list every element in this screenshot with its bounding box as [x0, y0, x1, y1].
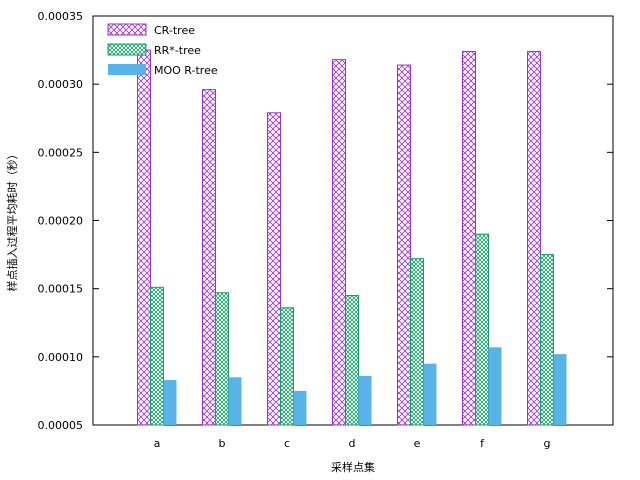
- legend-swatch: [107, 43, 147, 56]
- x-tick-label: f: [480, 437, 485, 450]
- y-tick-label: 0.00005: [38, 419, 84, 432]
- bar-moo-r-tree-c: [293, 390, 307, 425]
- bar-cr-tree-f: [462, 50, 476, 426]
- legend-label: RR*-tree: [154, 44, 201, 57]
- bars: [137, 49, 567, 426]
- y-tick-label: 0.00015: [38, 283, 84, 296]
- bar-cr-tree-g: [527, 50, 541, 426]
- bar-cr-tree-b: [202, 89, 216, 426]
- legend-swatch: [107, 23, 147, 36]
- bar-moo-r-tree-b: [228, 377, 242, 425]
- bar-cr-tree-e: [397, 64, 411, 426]
- y-tick-label: 0.00035: [38, 10, 84, 23]
- y-tick-label: 0.00010: [38, 351, 84, 364]
- bar-cr-tree-c: [267, 112, 281, 426]
- bar-rr-tree-e: [410, 258, 424, 426]
- x-tick-label: g: [544, 437, 551, 450]
- x-axis-label: 采样点集: [331, 460, 375, 474]
- y-tick-label: 0.00025: [38, 146, 84, 159]
- legend-swatch: [108, 64, 146, 75]
- bar-moo-r-tree-a: [163, 380, 177, 425]
- x-tick-label: c: [284, 437, 290, 450]
- bar-rr-tree-c: [280, 307, 294, 426]
- bar-rr-tree-f: [475, 233, 489, 426]
- legend-label: CR-tree: [154, 24, 195, 37]
- bar-rr-tree-d: [345, 294, 359, 426]
- bar-cr-tree-a: [137, 49, 151, 426]
- bar-rr-tree-g: [540, 254, 554, 426]
- bar-rr-tree-a: [150, 286, 164, 426]
- bar-rr-tree-b: [215, 292, 229, 426]
- bar-moo-r-tree-f: [488, 347, 502, 425]
- legend-label: MOO R-tree: [154, 64, 218, 77]
- y-axis-label: 样点插入过程平均耗时（秒）: [5, 149, 19, 292]
- x-axis: a b c d e f g: [154, 437, 551, 450]
- bar-cr-tree-d: [332, 59, 346, 426]
- bar-moo-r-tree-e: [423, 363, 437, 425]
- y-axis: 0.00005 0.00010 0.00015 0.00020 0.00025 0.000…: [38, 10, 613, 432]
- x-tick-label: e: [414, 437, 421, 450]
- bar-moo-r-tree-d: [358, 375, 372, 425]
- y-tick-label: 0.00030: [38, 78, 84, 91]
- x-tick-label: b: [219, 437, 226, 450]
- legend: CR-tree RR*-tree MOO R-tree: [107, 23, 218, 77]
- x-tick-label: d: [349, 437, 356, 450]
- bar-moo-r-tree-g: [553, 354, 567, 425]
- y-tick-label: 0.00020: [38, 215, 84, 228]
- x-tick-label: a: [154, 437, 161, 450]
